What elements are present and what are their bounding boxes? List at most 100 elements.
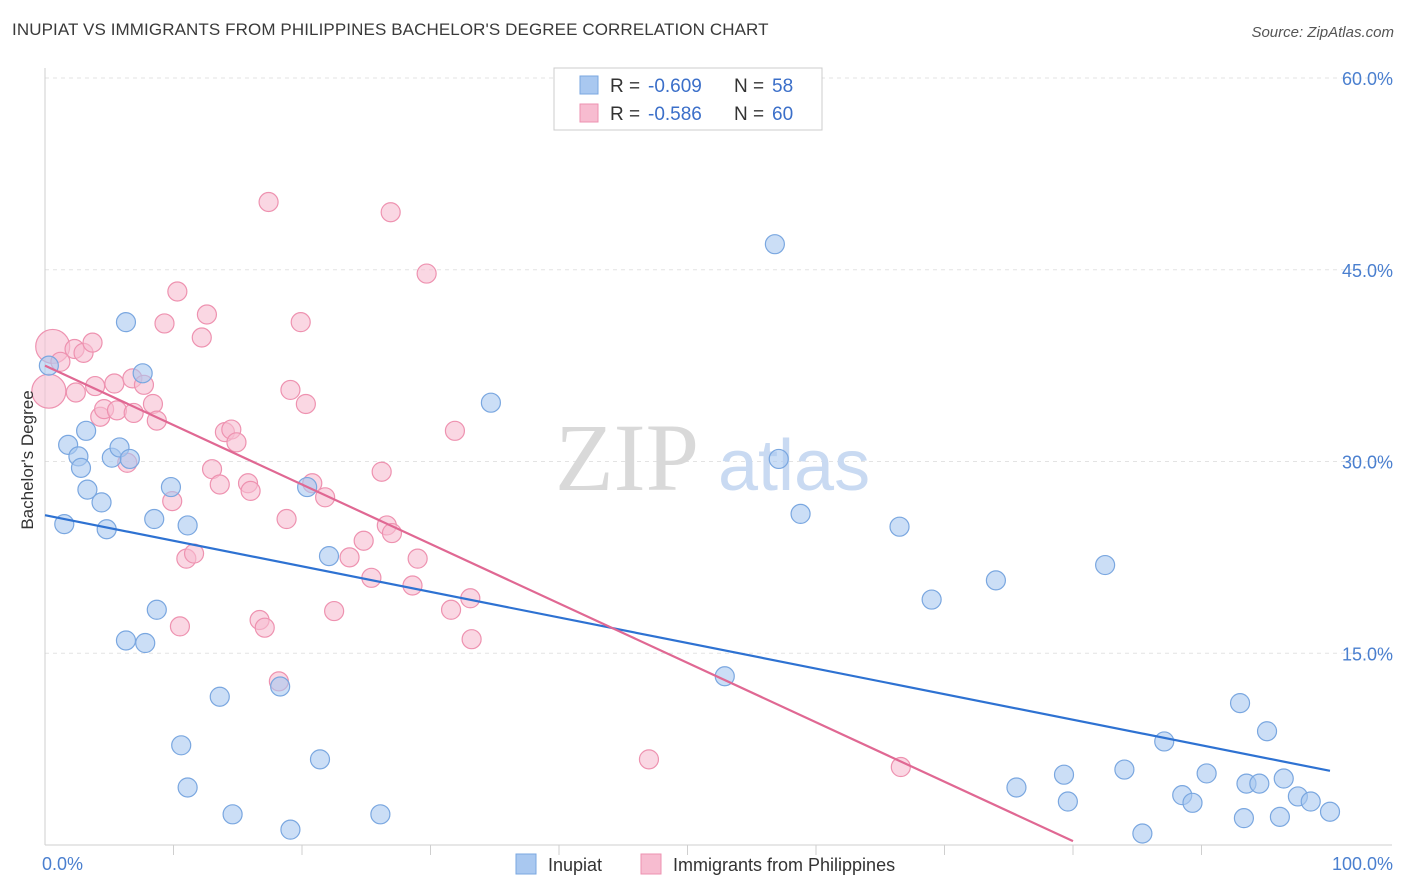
inupiat-point <box>768 448 789 470</box>
bottom-legend: Inupiat Immigrants from Philippines <box>515 853 895 875</box>
bottom-legend-label-philippines: Immigrants from Philippines <box>673 855 895 875</box>
inupiat-point <box>1095 554 1116 576</box>
inupiat-point <box>764 234 785 255</box>
watermark-atlas: atlas <box>718 426 870 506</box>
inupiat-point <box>222 804 243 825</box>
chart-title: INUPIAT VS IMMIGRANTS FROM PHILIPPINES B… <box>12 20 769 39</box>
grid-lines <box>45 77 1392 654</box>
philippines-point <box>380 202 401 223</box>
inupiat-point <box>115 630 137 651</box>
philippines-point <box>295 393 316 415</box>
legend-n-label-2: N = <box>734 104 764 125</box>
legend-r-label-2: R = <box>610 104 640 125</box>
watermark-zip: ZIP <box>555 404 699 511</box>
inupiat-point <box>91 492 112 513</box>
philippines-point <box>104 373 125 394</box>
legend-n-value-2: 60 <box>772 104 793 125</box>
legend-swatch-philippines <box>579 103 599 123</box>
chart-source: Source: ZipAtlas.com <box>1251 24 1394 41</box>
philippines-point <box>196 304 218 325</box>
axes <box>44 68 1392 855</box>
philippines-point <box>191 327 212 348</box>
inupiat-point <box>889 516 910 537</box>
inupiat-point <box>177 777 198 798</box>
legend-box: R = -0.609 N = 58 R = -0.586 N = 60 <box>553 67 823 131</box>
philippines-point <box>276 508 297 530</box>
philippines-point <box>169 616 191 637</box>
philippines-point <box>226 432 247 453</box>
x-tick-label-min: 0.0% <box>42 854 83 874</box>
inupiat-point <box>160 476 182 498</box>
philippines-point <box>154 313 175 334</box>
philippines-point <box>209 474 230 495</box>
philippines-point <box>240 480 261 502</box>
inupiat-point <box>1273 768 1294 789</box>
inupiat-point <box>370 804 391 825</box>
inupiat-point <box>77 479 98 500</box>
inupiat-point <box>76 420 97 441</box>
philippines-point <box>402 575 423 596</box>
inupiat-point <box>1256 721 1278 742</box>
inupiat-point <box>1319 801 1341 822</box>
philippines-point <box>167 281 188 302</box>
y-tick-label: 15.0% <box>1342 644 1393 664</box>
inupiat-point <box>1300 791 1321 812</box>
inupiat-point <box>132 363 153 384</box>
legend-r-value-1: -0.609 <box>648 76 702 97</box>
inupiat-point <box>309 749 331 770</box>
y-axis-label: Bachelor's Degree <box>18 390 37 529</box>
bottom-legend-label-inupiat: Inupiat <box>548 855 602 875</box>
bottom-legend-swatch-inupiat <box>515 853 537 875</box>
bottom-legend-swatch-philippines <box>640 853 662 875</box>
philippines-point <box>290 312 311 333</box>
philippines-point <box>82 332 103 353</box>
inupiat-point <box>921 589 942 610</box>
y-tick-label: 30.0% <box>1342 453 1393 473</box>
philippines-point <box>339 547 360 568</box>
philippines-point <box>371 461 392 482</box>
inupiat-point <box>318 545 340 567</box>
inupiat-point <box>1249 773 1270 794</box>
inupiat-point <box>146 599 167 620</box>
legend-r-value-2: -0.586 <box>648 104 702 125</box>
trend-lines <box>44 364 1331 843</box>
inupiat-point <box>115 312 137 333</box>
inupiat-point <box>1057 791 1078 812</box>
inupiat-point <box>119 448 140 470</box>
philippines-point <box>254 617 275 638</box>
y-tick-label: 45.0% <box>1342 261 1393 281</box>
philippines-point <box>353 530 374 551</box>
legend-n-label-1: N = <box>734 76 764 97</box>
inupiat-point <box>209 686 230 707</box>
inupiat-point <box>280 819 301 840</box>
inupiat-point <box>1229 693 1251 714</box>
philippines-point <box>407 548 428 569</box>
inupiat-point <box>144 508 165 530</box>
inupiat-point <box>790 503 811 525</box>
philippines-point <box>444 420 466 441</box>
philippines-point <box>440 599 462 620</box>
philippines-trend-line <box>44 364 1074 843</box>
legend-swatch-inupiat <box>579 75 599 95</box>
inupiat-point <box>171 735 192 756</box>
philippines-point <box>461 629 482 650</box>
inupiat-point <box>177 515 198 536</box>
inupiat-point <box>38 355 59 376</box>
philippines-point <box>258 191 279 213</box>
inupiat-point <box>1182 792 1203 813</box>
inupiat-point <box>70 457 92 478</box>
x-tick-label-max: 100.0% <box>1332 854 1393 874</box>
philippines-point <box>324 600 345 622</box>
inupiat-point <box>135 632 156 654</box>
inupiat-point <box>1196 763 1217 784</box>
philippines-point <box>106 400 128 421</box>
inupiat-point <box>1053 764 1075 785</box>
philippines-point <box>280 379 301 401</box>
inupiat-point <box>1269 806 1290 827</box>
philippines-point <box>416 263 437 284</box>
y-tick-labels: 15.0% 30.0% 45.0% 60.0% <box>1342 69 1393 664</box>
inupiat-point <box>1132 823 1153 844</box>
inupiat-point <box>1006 777 1027 798</box>
y-tick-label: 60.0% <box>1342 69 1393 89</box>
